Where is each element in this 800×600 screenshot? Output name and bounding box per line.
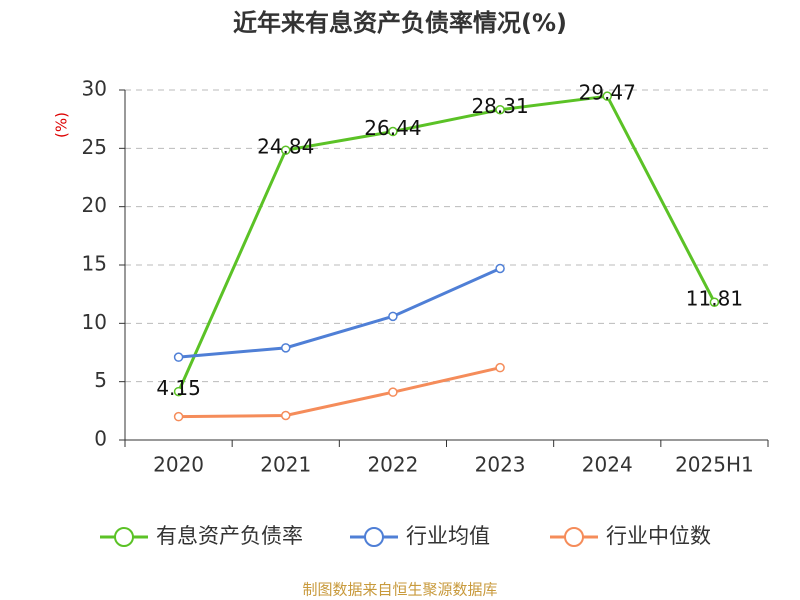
source-note: 制图数据来自恒生聚源数据库 (302, 581, 497, 599)
data-point (495, 104, 505, 115)
y-tick-label: 30 (82, 77, 107, 101)
y-axis-label: (%) (53, 112, 71, 138)
y-tick-label: 0 (94, 427, 107, 451)
data-point (709, 297, 720, 307)
data-point (388, 311, 398, 322)
data-point (495, 362, 505, 373)
legend-label: 行业中位数 (606, 524, 711, 548)
series-line (178, 366, 501, 419)
data-point (602, 91, 612, 101)
y-tick-label: 10 (82, 310, 107, 334)
data-point (281, 343, 291, 353)
x-tick-label: 2021 (260, 453, 311, 477)
data-point (388, 126, 398, 137)
data-label: 11.81 (686, 287, 743, 311)
y-tick-label: 20 (82, 193, 107, 217)
data-label: 28.31 (471, 94, 528, 118)
data-label: 24.84 (257, 135, 314, 159)
data-point (173, 411, 184, 422)
data-point (173, 386, 184, 397)
legend-marker (114, 527, 134, 547)
legend-label: 有息资产负债率 (156, 524, 303, 548)
series-line (178, 267, 501, 359)
data-point (495, 263, 505, 274)
data-point (281, 410, 291, 421)
legend-label: 行业均值 (406, 524, 490, 548)
y-tick-label: 5 (94, 368, 107, 392)
chart-title: 近年来有息资产负债率情况(%) (233, 9, 567, 37)
x-tick-label: 2022 (367, 453, 418, 477)
data-label: 29.47 (579, 81, 636, 105)
data-point (281, 145, 291, 155)
x-tick-label: 2025H1 (675, 453, 754, 477)
y-tick-label: 25 (82, 135, 107, 159)
series-line (177, 94, 716, 393)
legend-marker (364, 527, 384, 547)
x-tick-label: 2020 (153, 453, 204, 477)
data-point (173, 352, 184, 362)
data-label: 4.15 (156, 376, 201, 400)
y-tick-label: 15 (82, 252, 107, 276)
x-tick-label: 2024 (582, 453, 633, 477)
data-point (388, 387, 398, 397)
x-tick-label: 2023 (475, 453, 526, 477)
legend-marker (564, 527, 584, 547)
data-label: 26.44 (364, 116, 421, 140)
